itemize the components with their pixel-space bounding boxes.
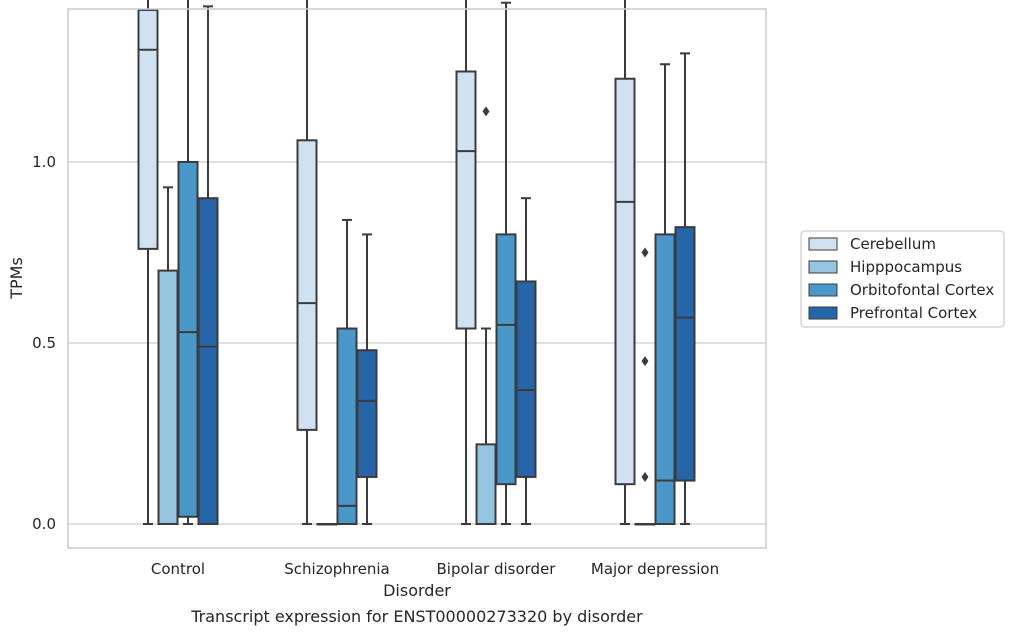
legend-label: Hipppocampus — [850, 258, 962, 276]
legend-frame — [800, 230, 1005, 328]
x-tick-label: Control — [151, 560, 205, 578]
box-iqr — [515, 280, 537, 478]
legend-swatch — [808, 306, 838, 320]
y-tick-label: 0.5 — [32, 334, 56, 352]
legend-label: Prefrontal Cortex — [850, 304, 977, 322]
box-0-1 — [296, 0, 318, 525]
box-iqr — [614, 77, 636, 486]
legend-label: Cerebellum — [850, 235, 936, 253]
y-tick-labels: 0.00.51.01.52.02.5 — [32, 153, 56, 533]
legend-label: Orbitofontal Cortex — [850, 281, 994, 299]
box-iqr — [475, 443, 497, 525]
box-2-1 — [336, 218, 358, 525]
box-0-0 — [137, 0, 159, 525]
legend-swatch — [808, 260, 838, 274]
box-iqr — [674, 226, 696, 482]
box-iqr — [356, 349, 378, 478]
y-tick-label: 0.0 — [32, 515, 56, 533]
box-plot-marks — [137, 0, 696, 526]
y-tick-label: 1.0 — [32, 153, 56, 171]
plot-frame — [67, 8, 767, 549]
box-0-3 — [614, 0, 636, 525]
legend-swatch — [808, 237, 838, 251]
box-iqr — [137, 8, 159, 250]
x-tick-labels: Control Schizophrenia Bipolar disorder Majo… — [151, 560, 719, 578]
box-1-0 — [157, 186, 179, 525]
outlier-point — [641, 247, 649, 258]
box-3-0 — [197, 5, 219, 525]
x-tick-label: Bipolar disorder — [437, 560, 557, 578]
chart-caption: Transcript expression for ENST0000027332… — [190, 607, 643, 626]
outlier-point — [641, 471, 649, 482]
box-3-2 — [515, 197, 537, 525]
x-tick-label: Major depression — [591, 560, 719, 578]
box-iqr — [197, 197, 219, 525]
box-1-3 — [634, 247, 656, 526]
legend: Cerebellum Hipppocampus Orbitofontal Corte… — [800, 230, 1005, 328]
box-2-0 — [177, 0, 199, 525]
y-axis-label: TPMs — [7, 257, 26, 300]
box-2-2 — [495, 1, 517, 525]
x-tick-label: Schizophrenia — [284, 560, 389, 578]
box-3-1 — [356, 233, 378, 525]
box-iqr — [336, 327, 358, 525]
box-iqr — [177, 161, 199, 518]
box-1-1 — [316, 523, 338, 526]
box-iqr — [455, 70, 477, 330]
box-iqr — [157, 269, 179, 525]
box-3-3 — [674, 52, 696, 525]
outlier-point — [641, 356, 649, 367]
box-2-3 — [654, 63, 676, 525]
box-iqr — [296, 139, 318, 431]
box-1-2 — [475, 106, 497, 525]
x-axis-label: Disorder — [383, 581, 451, 600]
legend-swatch — [808, 283, 838, 297]
outlier-point — [482, 106, 490, 117]
box-iqr — [495, 233, 517, 486]
box-0-2 — [455, 0, 477, 525]
